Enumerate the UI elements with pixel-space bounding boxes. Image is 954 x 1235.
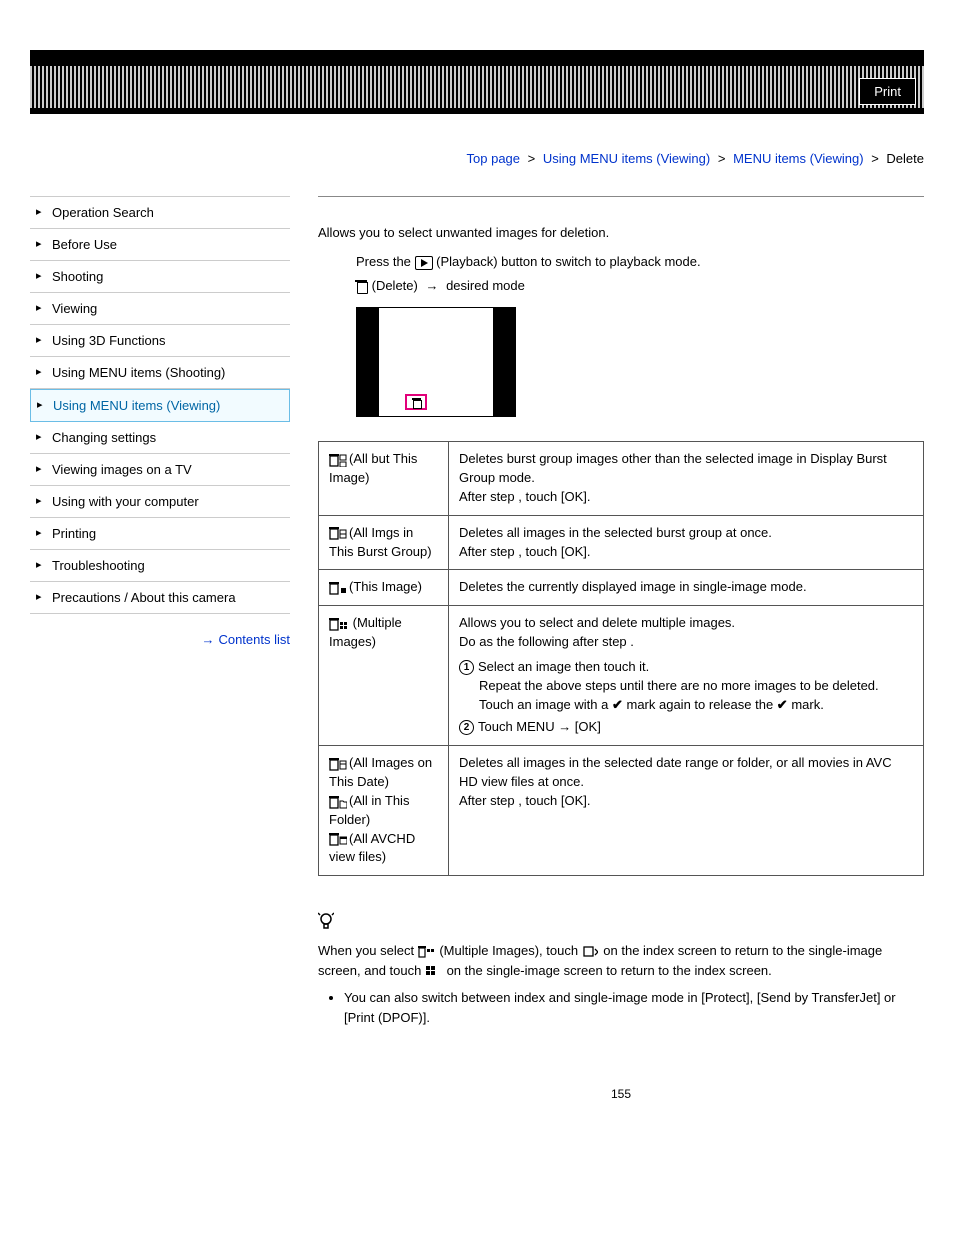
trash-avchd-icon <box>329 832 347 846</box>
step-1: Press the (Playback) button to switch to… <box>356 254 924 270</box>
trash-multi-icon <box>329 617 347 631</box>
table-row: (This Image) Deletes the currently displ… <box>319 570 924 606</box>
playback-icon <box>415 256 433 270</box>
breadcrumb-current: Delete <box>886 151 924 166</box>
breadcrumb-link[interactable]: MENU items (Viewing) <box>733 151 864 166</box>
trash-burst-icon <box>329 526 347 540</box>
sidebar-item[interactable]: Shooting <box>30 261 290 293</box>
sidebar-item[interactable]: Using with your computer <box>30 486 290 518</box>
tip-section: When you select (Multiple Images), touch… <box>318 912 924 1027</box>
content: Allows you to select unwanted images for… <box>318 196 924 1101</box>
sidebar-item[interactable]: Using MENU items (Viewing) <box>30 389 290 422</box>
delete-icon <box>356 279 368 293</box>
single-view-icon <box>582 946 598 958</box>
breadcrumb-link[interactable]: Top page <box>467 151 521 166</box>
table-row: (All Imgs in This Burst Group) Deletes a… <box>319 515 924 570</box>
table-row: (Multiple Images) Allows you to select a… <box>319 606 924 746</box>
table-row: (All but This Image) Deletes burst group… <box>319 442 924 516</box>
delete-screenshot <box>356 307 516 417</box>
header-band: Print <box>30 50 924 135</box>
options-table: (All but This Image) Deletes burst group… <box>318 441 924 876</box>
page-number: 155 <box>318 1087 924 1101</box>
trash-date-icon <box>329 757 347 771</box>
sidebar-item[interactable]: Printing <box>30 518 290 550</box>
step-number-icon: 1 <box>459 660 474 675</box>
trash-folder-icon <box>329 795 347 809</box>
index-view-icon <box>425 965 441 977</box>
breadcrumb: Top page > Using MENU items (Viewing) > … <box>30 151 924 166</box>
sidebar-item[interactable]: Viewing <box>30 293 290 325</box>
sidebar-item[interactable]: Troubleshooting <box>30 550 290 582</box>
print-button[interactable]: Print <box>859 78 916 105</box>
breadcrumb-link[interactable]: Using MENU items (Viewing) <box>543 151 710 166</box>
sidebar-item[interactable]: Before Use <box>30 229 290 261</box>
sidebar-item[interactable]: Precautions / About this camera <box>30 582 290 614</box>
trash-single-icon <box>329 581 347 595</box>
step-2: (Delete) → desired mode <box>356 278 924 294</box>
sidebar-item[interactable]: Viewing images on a TV <box>30 454 290 486</box>
table-row: (All Images on This Date) (All in This F… <box>319 746 924 876</box>
tip-bullet: You can also switch between index and si… <box>344 988 924 1027</box>
trash-multi-icon <box>418 946 434 958</box>
sidebar-item[interactable]: Changing settings <box>30 422 290 454</box>
step-number-icon: 2 <box>459 720 474 735</box>
contents-list-link[interactable]: Contents list <box>218 632 290 647</box>
sidebar-item[interactable]: Operation Search <box>30 197 290 229</box>
sidebar: Operation SearchBefore UseShootingViewin… <box>30 196 290 1101</box>
intro-text: Allows you to select unwanted images for… <box>318 225 924 240</box>
sidebar-item[interactable]: Using MENU items (Shooting) <box>30 357 290 389</box>
tip-icon <box>318 912 334 933</box>
sidebar-item[interactable]: Using 3D Functions <box>30 325 290 357</box>
trash-burst-sel-icon <box>329 453 347 467</box>
